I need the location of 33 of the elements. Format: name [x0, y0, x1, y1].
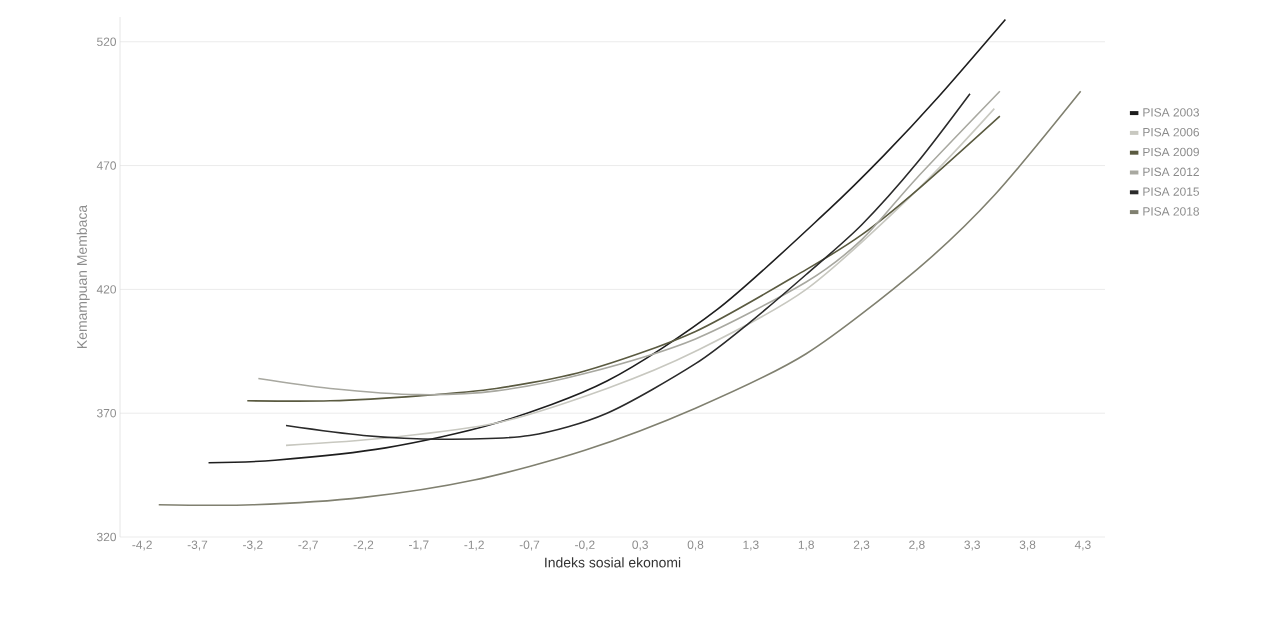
legend-label: PISA 2009 — [1143, 147, 1199, 157]
x-tick-label: -3,2 — [243, 540, 263, 551]
x-tick-label: -1,7 — [409, 540, 429, 551]
x-tick-label: 4,3 — [1074, 540, 1091, 551]
y-tick-label: 370 — [96, 408, 117, 418]
x-tick-label: -4,2 — [132, 540, 152, 551]
x-tick-label: 0,8 — [687, 540, 704, 551]
x-tick-label: 2,3 — [853, 540, 870, 551]
x-tick-label: -3,7 — [187, 540, 208, 551]
legend-label: PISA 2018 — [1143, 207, 1200, 216]
legend-label: PISA 2006 — [1143, 127, 1200, 137]
x-tick-label: 3,8 — [1019, 540, 1036, 551]
x-tick-label: -0,2 — [575, 540, 595, 551]
line-series — [207, 18, 1007, 464]
y-tick-label: 420 — [96, 285, 117, 294]
y-tick-label: 320 — [96, 532, 117, 542]
x-tick-label: 1,3 — [743, 540, 759, 551]
x-tick-label: -0,7 — [519, 540, 540, 551]
x-tick-label: -2,7 — [298, 540, 318, 551]
x-tick-label: 2,8 — [909, 540, 925, 551]
x-tick-label: 3,3 — [964, 540, 980, 551]
x-axis-title: Indeks sosial ekonomi — [545, 557, 681, 568]
x-tick-label: 0,3 — [632, 540, 648, 551]
y-axis-title: Kemampuan Membaca — [76, 204, 90, 348]
y-tick-label: 470 — [96, 161, 117, 170]
y-tick-label: 520 — [97, 37, 117, 46]
line-series — [157, 90, 1082, 507]
x-tick-label: -1,2 — [464, 540, 484, 551]
legend-label: PISA 2012 — [1143, 167, 1199, 177]
x-tick-label: 1,8 — [798, 540, 814, 551]
legend-label: PISA 2015 — [1143, 187, 1200, 196]
legend-label: PISA 2003 — [1143, 108, 1200, 117]
x-tick-label: -2,2 — [353, 540, 374, 551]
